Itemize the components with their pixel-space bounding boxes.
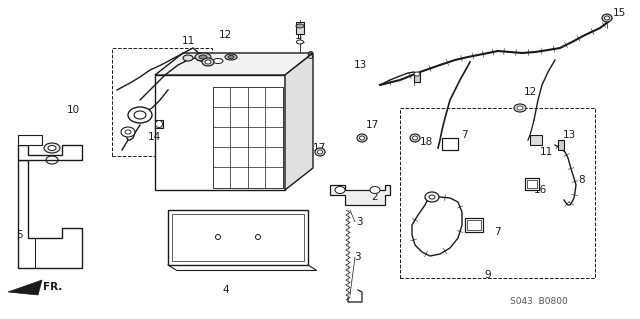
Bar [213, 87, 283, 188]
Text: 16: 16 [534, 185, 547, 195]
Bar [400, 108, 595, 278]
Ellipse shape [517, 106, 523, 110]
Ellipse shape [357, 134, 367, 142]
Ellipse shape [296, 24, 304, 28]
Ellipse shape [335, 187, 345, 194]
Ellipse shape [228, 56, 234, 58]
Text: 3: 3 [354, 252, 360, 262]
Ellipse shape [317, 150, 323, 154]
Text: 7: 7 [494, 227, 500, 237]
Ellipse shape [48, 145, 56, 151]
Polygon shape [18, 160, 82, 268]
Text: 17: 17 [313, 143, 326, 153]
Ellipse shape [315, 148, 325, 156]
Text: 12: 12 [219, 30, 232, 40]
Ellipse shape [128, 107, 152, 123]
Polygon shape [18, 135, 42, 145]
Text: 7: 7 [461, 130, 468, 140]
Ellipse shape [213, 58, 223, 63]
Polygon shape [155, 75, 285, 190]
Bar [442, 138, 458, 150]
Ellipse shape [44, 143, 60, 153]
Ellipse shape [370, 187, 380, 194]
Bar [112, 48, 212, 156]
Text: 13: 13 [563, 130, 576, 140]
Text: 14: 14 [148, 132, 161, 142]
Text: 8: 8 [578, 175, 584, 185]
Polygon shape [330, 185, 390, 205]
Text: 18: 18 [420, 137, 433, 147]
Ellipse shape [202, 58, 214, 66]
Text: 2: 2 [371, 192, 378, 202]
Bar [530, 135, 542, 145]
Ellipse shape [195, 53, 211, 61]
Ellipse shape [410, 134, 420, 142]
Bar [414, 72, 420, 82]
Ellipse shape [413, 136, 417, 140]
Text: 9: 9 [484, 270, 491, 280]
Ellipse shape [183, 55, 193, 61]
Text: 1: 1 [294, 31, 301, 41]
Bar [558, 140, 564, 150]
Text: 4: 4 [222, 285, 228, 295]
Text: 11: 11 [182, 36, 195, 46]
Ellipse shape [414, 72, 420, 76]
Text: FR.: FR. [43, 282, 62, 292]
Text: S043  B0800: S043 B0800 [510, 298, 568, 307]
Polygon shape [18, 145, 82, 160]
Ellipse shape [134, 111, 146, 119]
Text: 17: 17 [366, 120, 380, 130]
Text: 3: 3 [356, 217, 363, 227]
Ellipse shape [514, 104, 526, 112]
Ellipse shape [156, 121, 163, 128]
Ellipse shape [605, 16, 609, 20]
Polygon shape [285, 53, 313, 190]
Text: 11: 11 [540, 147, 553, 157]
Bar [172, 214, 304, 261]
Text: 5: 5 [16, 230, 22, 240]
Ellipse shape [296, 40, 303, 44]
Ellipse shape [602, 14, 612, 22]
Ellipse shape [225, 54, 237, 60]
Ellipse shape [121, 127, 135, 137]
Ellipse shape [216, 234, 221, 240]
Bar [467, 220, 481, 230]
Ellipse shape [199, 55, 207, 59]
Ellipse shape [425, 192, 439, 202]
Bar [465, 218, 483, 232]
Bar [155, 120, 163, 128]
Bar [168, 210, 308, 265]
Text: 10: 10 [67, 105, 80, 115]
Ellipse shape [125, 130, 131, 134]
Ellipse shape [429, 195, 435, 199]
Text: 6: 6 [306, 51, 312, 61]
Text: 13: 13 [354, 60, 367, 70]
Bar [296, 22, 304, 34]
Ellipse shape [360, 136, 365, 140]
Ellipse shape [255, 234, 260, 240]
Polygon shape [8, 280, 42, 295]
Text: 15: 15 [613, 8, 627, 18]
Bar [527, 180, 537, 188]
Ellipse shape [205, 60, 211, 64]
Bar [525, 178, 539, 190]
Text: 12: 12 [524, 87, 537, 97]
Polygon shape [155, 53, 313, 75]
